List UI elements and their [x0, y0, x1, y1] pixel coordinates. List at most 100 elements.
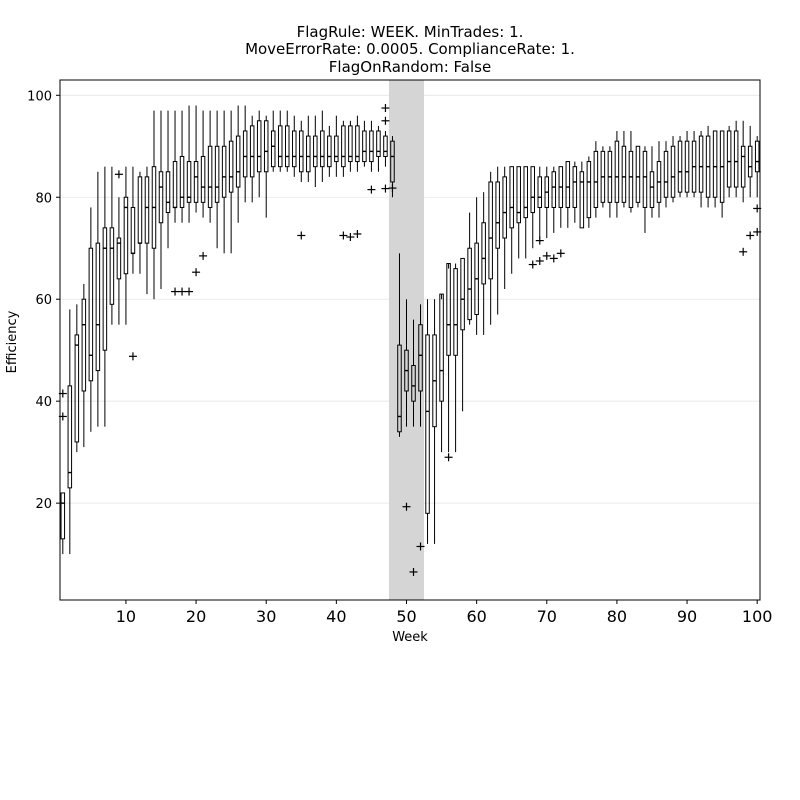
x-tick-label: 60: [466, 607, 486, 626]
box-week-11: [130, 166, 136, 274]
box-week-83: [635, 145, 641, 208]
box-week-12: [137, 171, 143, 274]
box-iqr: [698, 135, 704, 193]
box-week-94: [712, 130, 718, 208]
box-iqr: [411, 364, 416, 402]
box-week-82: [628, 130, 634, 213]
box-week-80: [614, 130, 620, 218]
outlier-point: [535, 236, 544, 245]
box-week-43: [355, 115, 360, 172]
outlier-point: [114, 170, 123, 179]
box-week-87: [663, 141, 669, 208]
box-week-64: [502, 166, 507, 290]
box-iqr: [446, 263, 451, 356]
box-iqr: [383, 135, 388, 157]
box-week-50: [404, 299, 409, 427]
outlier-markers: [58, 104, 762, 576]
box-iqr: [670, 145, 676, 198]
box-week-73: [565, 161, 571, 228]
outlier-point: [556, 249, 565, 258]
box-iqr: [355, 125, 360, 163]
box-week-72: [558, 166, 564, 228]
box-week-41: [341, 120, 346, 177]
box-iqr: [579, 171, 585, 229]
box-iqr: [754, 140, 760, 173]
box-iqr: [249, 125, 255, 178]
box-iqr: [221, 145, 227, 198]
outlier-point: [178, 287, 187, 296]
box-iqr: [747, 145, 753, 178]
box-week-46: [376, 125, 381, 172]
box-week-49: [397, 253, 402, 437]
box-iqr: [256, 120, 262, 173]
box-week-5: [88, 207, 94, 432]
box-week-7: [102, 166, 108, 427]
outlier-point: [542, 251, 551, 260]
box-week-70: [544, 166, 550, 239]
box-iqr: [369, 130, 374, 163]
box-iqr: [341, 125, 346, 168]
box-iqr: [81, 298, 87, 392]
box-week-76: [586, 156, 592, 228]
box-iqr: [509, 166, 514, 229]
box-week-54: [432, 299, 437, 544]
y-tick-label: 80: [35, 191, 52, 206]
box-week-65: [509, 166, 514, 274]
box-iqr: [502, 176, 507, 239]
box-week-53: [425, 299, 430, 544]
x-tick-label: 40: [326, 607, 346, 626]
box-iqr: [572, 166, 578, 208]
title-line-1: FlagRule: WEEK. MinTrades: 1.: [297, 23, 524, 41]
box-week-31: [270, 110, 276, 172]
box-iqr: [186, 161, 192, 203]
box-week-36: [306, 115, 311, 182]
box-week-42: [348, 120, 353, 172]
box-week-85: [649, 146, 655, 218]
box-week-59: [467, 212, 472, 325]
box-iqr: [313, 135, 318, 168]
box-week-78: [600, 146, 606, 208]
box-iqr: [88, 247, 94, 382]
box-iqr: [481, 222, 486, 285]
box-week-17: [172, 110, 178, 223]
outlier-point: [409, 567, 418, 576]
box-iqr: [179, 155, 185, 208]
box-week-34: [292, 115, 297, 177]
box-week-58: [460, 257, 465, 412]
box-iqr: [635, 145, 641, 203]
box-iqr: [530, 166, 535, 214]
box-week-13: [144, 166, 150, 295]
outlier-point: [297, 231, 306, 240]
box-iqr: [60, 492, 66, 540]
box-week-69: [537, 166, 543, 239]
outlier-point: [128, 352, 137, 361]
box-iqr: [214, 145, 220, 203]
box-iqr: [537, 176, 543, 208]
outlier-point: [171, 287, 180, 296]
title-line-3: FlagOnRandom: False: [329, 58, 491, 76]
box-iqr: [439, 293, 444, 402]
box-week-45: [369, 120, 374, 172]
box-week-40: [334, 115, 339, 177]
box-iqr: [565, 161, 571, 208]
box-week-39: [327, 125, 332, 177]
box-iqr: [390, 140, 395, 183]
box-week-33: [285, 110, 290, 172]
box-week-10: [123, 166, 129, 325]
box-iqr: [67, 385, 73, 489]
box-iqr: [677, 140, 683, 193]
y-axis-label: Efficiency: [5, 310, 20, 373]
box-iqr: [228, 140, 234, 193]
title-line-2: MoveErrorRate: 0.0005. ComplianceRate: 1…: [245, 40, 575, 58]
box-iqr: [649, 171, 655, 208]
box-iqr: [495, 181, 500, 249]
box-iqr: [285, 125, 290, 168]
box-week-99: [747, 125, 753, 198]
outlier-point: [367, 185, 376, 194]
outlier-point: [381, 116, 390, 125]
box-iqr: [488, 181, 493, 280]
x-axis-label: Week: [392, 630, 428, 645]
box-week-77: [593, 141, 599, 218]
box-week-14: [151, 110, 157, 300]
x-tick-label: 90: [677, 607, 697, 626]
